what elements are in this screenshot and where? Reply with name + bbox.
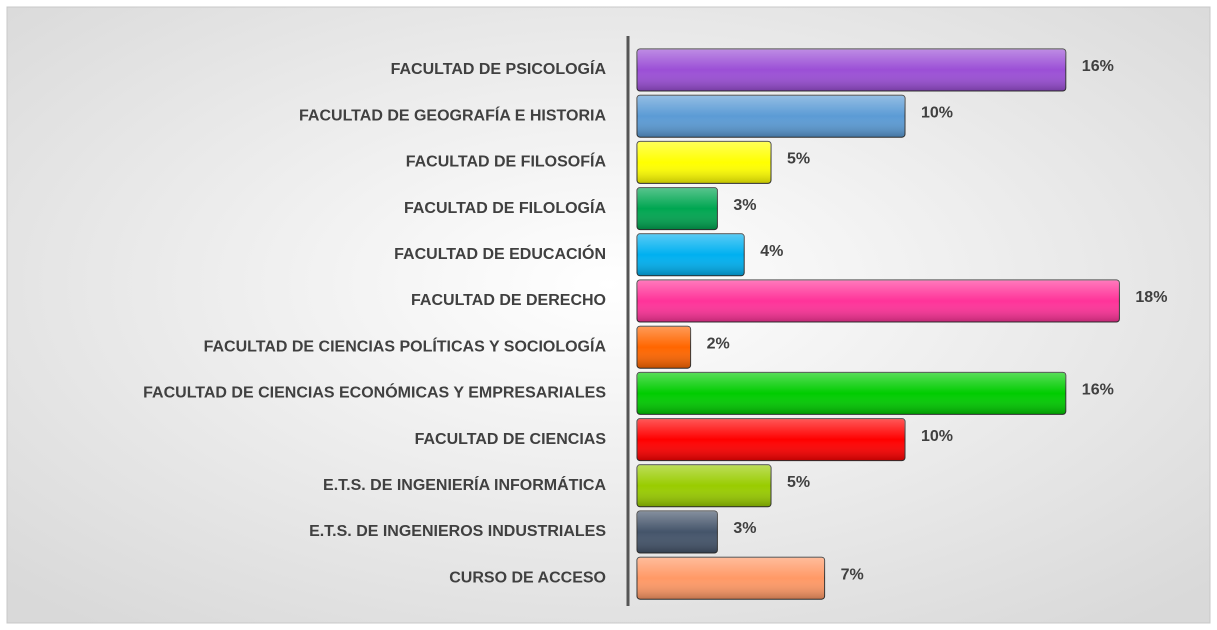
bar <box>636 371 1067 415</box>
value-label: 16% <box>1082 58 1114 75</box>
bar <box>636 279 1120 323</box>
bar <box>636 510 718 554</box>
bar <box>636 48 1067 92</box>
value-label: 3% <box>733 197 756 214</box>
value-label: 10% <box>921 104 953 121</box>
value-label: 7% <box>841 566 864 583</box>
category-label: FACULTAD DE PSICOLOGÍA <box>391 59 607 78</box>
category-label: E.T.S. DE INGENIEROS INDUSTRIALES <box>309 523 606 540</box>
value-label: 2% <box>707 335 730 352</box>
bar <box>636 418 906 462</box>
bar <box>636 187 718 231</box>
value-label: 16% <box>1082 382 1114 399</box>
bar <box>636 233 745 277</box>
value-label: 4% <box>760 243 783 260</box>
bar <box>636 140 772 184</box>
category-label: FACULTAD DE EDUCACIÓN <box>394 244 606 263</box>
category-label: FACULTAD DE CIENCIAS ECONÓMICAS Y EMPRES… <box>143 383 606 402</box>
category-label: CURSO DE ACCESO <box>449 569 606 586</box>
category-label: FACULTAD DE FILOSOFÍA <box>406 152 607 171</box>
category-label: FACULTAD DE CIENCIAS <box>415 431 607 448</box>
bar <box>636 94 906 138</box>
category-label: FACULTAD DE DERECHO <box>411 292 606 309</box>
value-label: 18% <box>1135 289 1167 306</box>
bar <box>636 464 772 508</box>
bar <box>636 325 692 369</box>
category-label: FACULTAD DE FILOLOGÍA <box>404 198 607 217</box>
value-label: 10% <box>921 428 953 445</box>
category-label: FACULTAD DE GEOGRAFÍA E HISTORIA <box>299 105 606 124</box>
category-label: FACULTAD DE CIENCIAS POLÍTICAS Y SOCIOLO… <box>204 336 607 355</box>
value-label: 3% <box>733 520 756 537</box>
value-label: 5% <box>787 151 810 168</box>
category-label: E.T.S. DE INGENIERÍA INFORMÁTICA <box>323 475 606 494</box>
value-label: 5% <box>787 474 810 491</box>
bar <box>636 556 826 600</box>
